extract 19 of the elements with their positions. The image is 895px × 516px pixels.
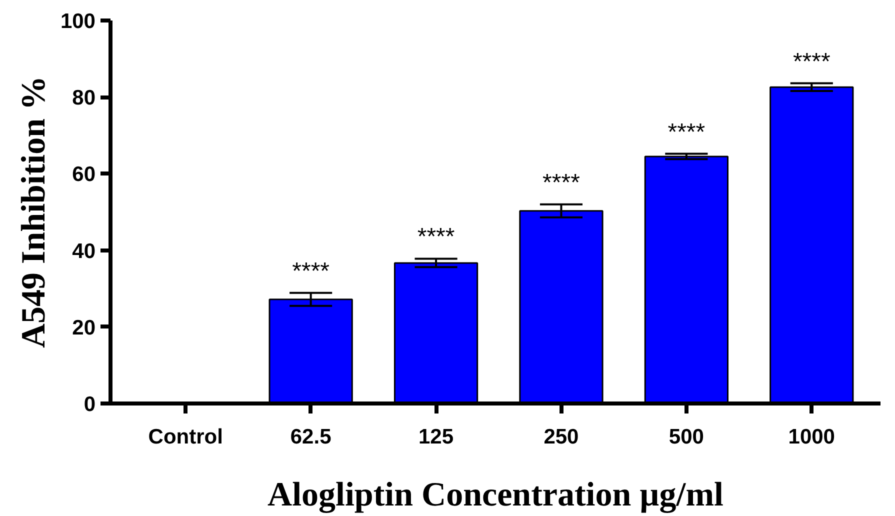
annotation: **** xyxy=(292,258,330,285)
annotation: **** xyxy=(668,118,706,146)
x-tick-label: 250 xyxy=(544,426,579,448)
y-axis-title: A549 Inhibition % xyxy=(15,76,52,348)
y-tick-label: 80 xyxy=(72,86,96,110)
x-tick-label: 125 xyxy=(418,426,454,448)
y-tick-label: 60 xyxy=(72,163,96,186)
y-tick-label: 0 xyxy=(84,393,96,416)
x-tick-label: 500 xyxy=(668,426,704,448)
annotation: **** xyxy=(792,48,830,76)
x-tick-label: 1000 xyxy=(788,426,835,448)
annotation: **** xyxy=(417,224,455,251)
x-tick-label: 62.5 xyxy=(290,426,332,448)
y-tick-label: 40 xyxy=(72,240,96,263)
x-axis-title: Alogliptin Concentration µg/ml xyxy=(268,476,724,514)
y-tick-label: 100 xyxy=(60,10,96,33)
annotation: **** xyxy=(542,169,580,196)
y-tick-label: 20 xyxy=(72,316,96,340)
x-tick-label: Control xyxy=(148,426,223,448)
